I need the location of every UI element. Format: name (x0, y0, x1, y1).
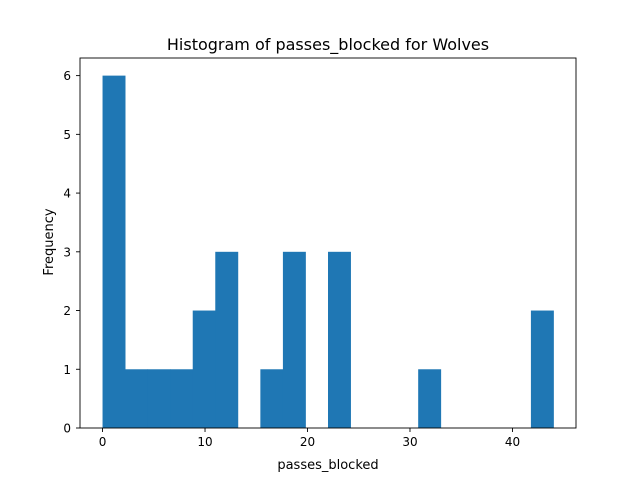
histogram-bar-7 (260, 369, 284, 428)
y-tick-label: 6 (63, 69, 71, 83)
x-tick-label: 30 (402, 435, 417, 449)
x-tick-label: 10 (197, 435, 212, 449)
histogram-bar-14 (418, 369, 442, 428)
x-tick-label: 40 (505, 435, 520, 449)
y-axis-label: Frequency (42, 208, 57, 275)
bars-group (102, 75, 554, 428)
chart-title: Histogram of passes_blocked for Wolves (167, 35, 489, 55)
histogram-bar-3 (170, 369, 194, 428)
y-tick-label: 0 (63, 422, 71, 436)
histogram-bar-4 (192, 310, 216, 428)
x-tick-label: 20 (300, 435, 315, 449)
x-axis-ticks: 0 10 20 30 40 (99, 428, 520, 449)
y-axis-ticks: 0 1 2 3 4 5 6 (63, 69, 80, 436)
histogram-bar-1 (125, 369, 149, 428)
histogram-bar-0 (102, 75, 126, 428)
histogram-bar-2 (147, 369, 171, 428)
y-tick-label: 2 (63, 304, 71, 318)
x-tick-label: 0 (99, 435, 107, 449)
y-tick-label: 5 (63, 128, 71, 142)
x-axis-label: passes_blocked (277, 458, 378, 473)
y-tick-label: 3 (63, 245, 71, 259)
plot-frame (79, 57, 577, 429)
y-tick-label: 1 (63, 363, 71, 377)
histogram-bar-5 (215, 251, 239, 428)
histogram-bar-19 (530, 310, 554, 428)
y-tick-label: 4 (63, 187, 71, 201)
histogram-bar-10 (328, 251, 351, 428)
histogram-bar-8 (282, 251, 306, 428)
